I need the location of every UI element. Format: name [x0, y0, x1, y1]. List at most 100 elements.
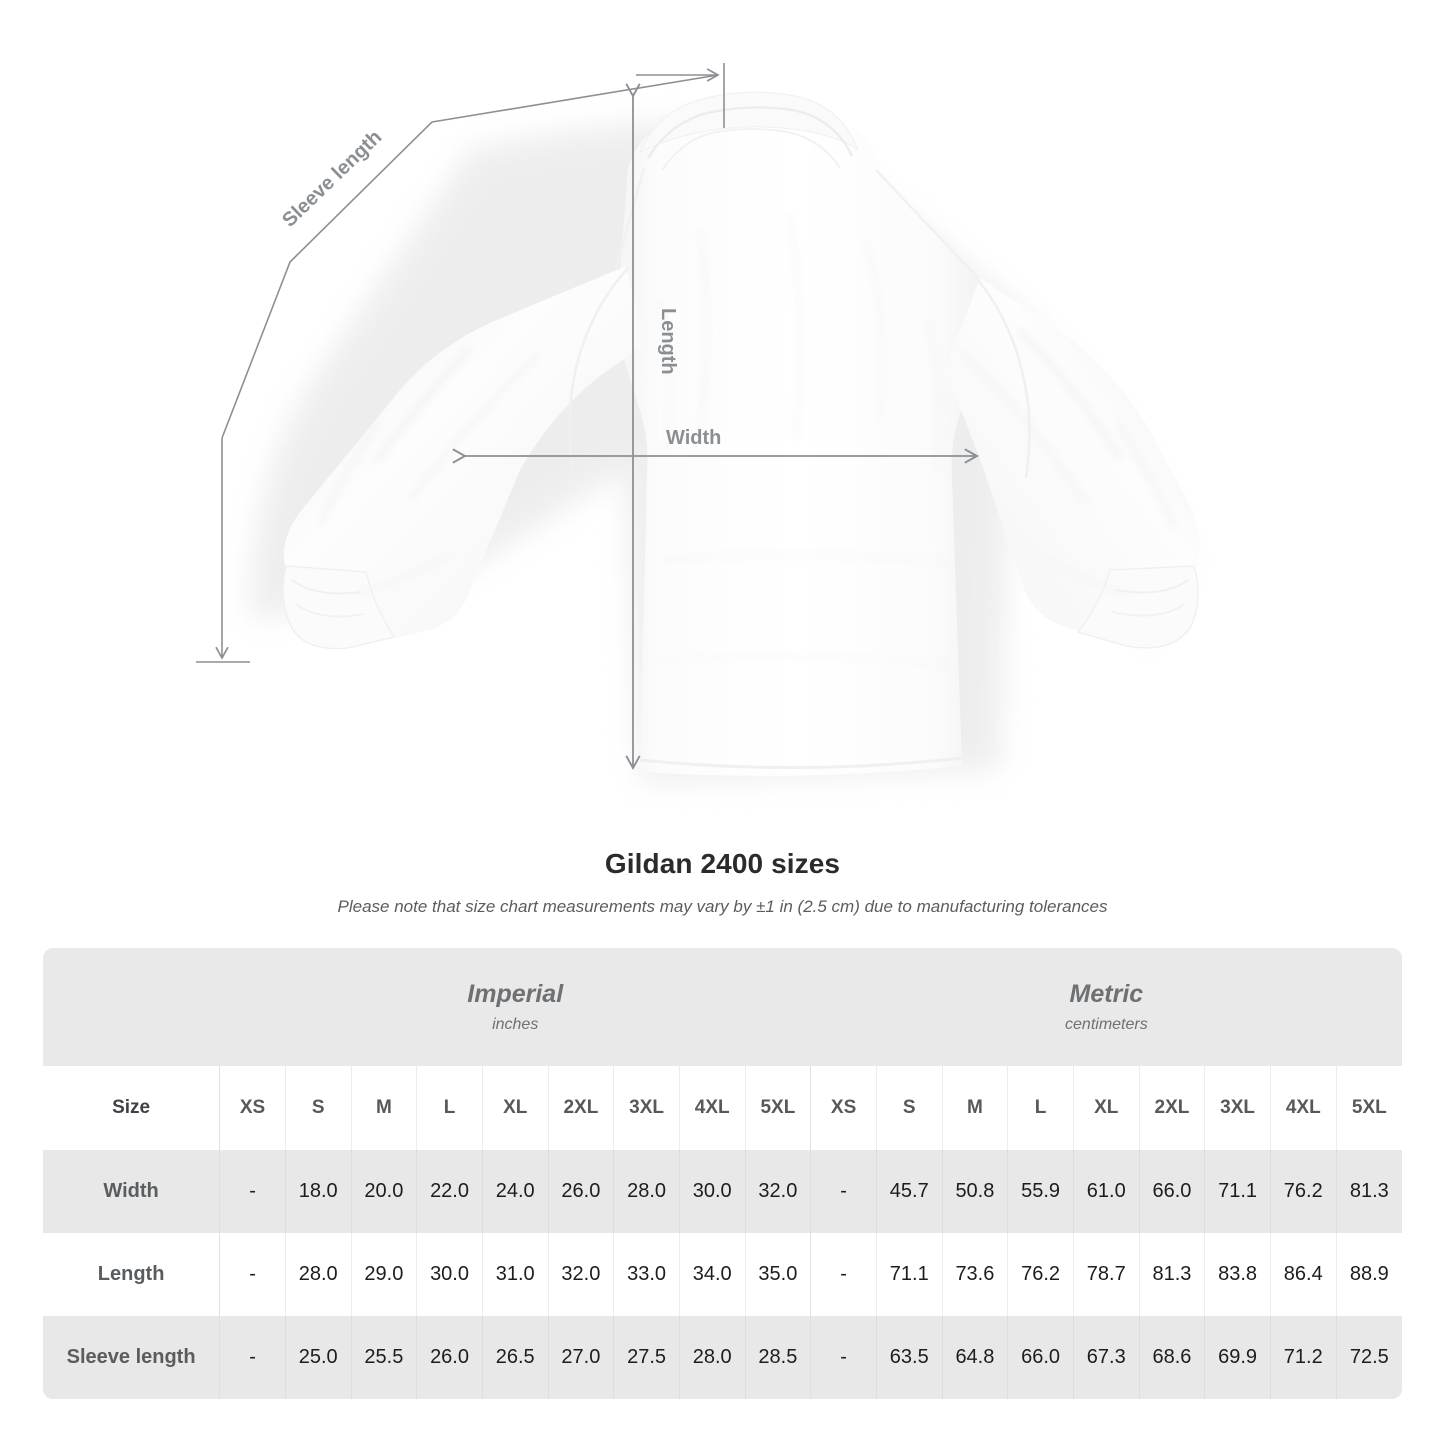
size-header-cell-xl-cm: XL	[1073, 1066, 1140, 1150]
size-header-cell-s-in: S	[285, 1066, 352, 1150]
cell-width-metric-xl: 61.0	[1073, 1150, 1140, 1233]
size-header-cell-5xl-cm: 5XL	[1336, 1066, 1402, 1150]
cell-width-metric-m: 50.8	[942, 1150, 1009, 1233]
cell-width-imperial-2xl: 26.0	[548, 1150, 615, 1233]
unit-system-sub: centimeters	[1065, 1015, 1148, 1033]
cell-length-imperial-xs: -	[219, 1233, 286, 1316]
size-header-cell-2xl-in: 2XL	[548, 1066, 615, 1150]
unit-system-name: Imperial	[467, 980, 564, 1009]
cell-width-metric-2xl: 66.0	[1139, 1150, 1206, 1233]
cell-length-imperial-3xl: 33.0	[613, 1233, 680, 1316]
cell-length-metric-xl: 78.7	[1073, 1233, 1140, 1316]
unit-system-metric: Metric centimeters	[810, 948, 1402, 1066]
cell-length-metric-4xl: 86.4	[1270, 1233, 1337, 1316]
cell-width-imperial-3xl: 28.0	[613, 1150, 680, 1233]
cell-width-metric-4xl: 76.2	[1270, 1150, 1337, 1233]
width-label: Width	[666, 427, 721, 449]
size-chart-table-wrapper: Imperial inches Metric centimeters Size XS S M L…	[43, 948, 1402, 1399]
cell-width-imperial-s: 18.0	[285, 1150, 352, 1233]
unit-system-imperial: Imperial inches	[219, 948, 811, 1066]
unit-system-name: Metric	[1069, 980, 1144, 1009]
cell-length-imperial-xl: 31.0	[482, 1233, 549, 1316]
garment-illustration: Sleeve length Length Width	[196, 63, 1200, 782]
sleeve-length-label: Sleeve length	[278, 126, 386, 231]
cell-width-metric-5xl: 81.3	[1336, 1150, 1402, 1233]
size-chart-table: Imperial inches Metric centimeters Size XS S M L…	[43, 948, 1402, 1399]
cell-sleeve-length-metric-4xl: 71.2	[1270, 1316, 1337, 1399]
row-label-width: Width	[43, 1150, 221, 1233]
cell-width-metric-xs: -	[810, 1150, 877, 1233]
sleeve-length-guide	[196, 63, 725, 663]
cell-sleeve-length-imperial-xs: -	[219, 1316, 286, 1399]
cell-sleeve-length-imperial-4xl: 28.0	[679, 1316, 746, 1399]
cell-sleeve-length-metric-xs: -	[810, 1316, 877, 1399]
size-header-cell-5xl-in: 5XL	[745, 1066, 812, 1150]
size-header-label: Size	[43, 1066, 221, 1150]
size-header-cell-xl-in: XL	[482, 1066, 549, 1150]
cell-width-metric-s: 45.7	[876, 1150, 943, 1233]
shirt-body	[607, 91, 990, 776]
cell-length-imperial-5xl: 35.0	[745, 1233, 812, 1316]
cell-width-metric-3xl: 71.1	[1204, 1150, 1271, 1233]
table-row: Length -28.0 29.0 30.0 31.0 32.0 33.0 34.0 35.0-…	[43, 1233, 1402, 1316]
cell-width-imperial-xs: -	[219, 1150, 286, 1233]
cell-sleeve-length-metric-m: 64.8	[942, 1316, 1009, 1399]
unit-system-sub: inches	[492, 1015, 539, 1033]
size-header-cell-4xl-cm: 4XL	[1270, 1066, 1337, 1150]
unit-banner-row: Imperial inches Metric centimeters	[43, 948, 1402, 1066]
cell-length-metric-l: 76.2	[1007, 1233, 1074, 1316]
size-header-cell-l-cm: L	[1007, 1066, 1074, 1150]
tolerance-note: Please note that size chart measurements…	[337, 897, 1108, 916]
cell-width-imperial-l: 22.0	[416, 1150, 483, 1233]
cell-length-metric-m: 73.6	[942, 1233, 1009, 1316]
cell-width-imperial-5xl: 32.0	[745, 1150, 812, 1233]
title-block: Gildan 2400 sizes Please note that size …	[0, 848, 1445, 917]
cell-sleeve-length-metric-xl: 67.3	[1073, 1316, 1140, 1399]
cell-width-imperial-4xl: 30.0	[679, 1150, 746, 1233]
cell-length-metric-5xl: 88.9	[1336, 1233, 1402, 1316]
cell-length-imperial-s: 28.0	[285, 1233, 352, 1316]
cell-sleeve-length-imperial-l: 26.0	[416, 1316, 483, 1399]
size-header-cell-xs-cm: XS	[810, 1066, 877, 1150]
size-header-cell-s-cm: S	[876, 1066, 943, 1150]
table-row: Width -18.0 20.0 22.0 24.0 26.0 28.0 30.0 32.0-4…	[43, 1150, 1402, 1233]
page-title: Gildan 2400 sizes	[604, 848, 841, 879]
cell-sleeve-length-imperial-s: 25.0	[285, 1316, 352, 1399]
size-header-cell-xs-in: XS	[219, 1066, 286, 1150]
cell-length-metric-xs: -	[810, 1233, 877, 1316]
table-row: Sleeve length -25.0 25.5 26.0 26.5 27.0 27.5 28…	[43, 1316, 1402, 1399]
cell-width-imperial-xl: 24.0	[482, 1150, 549, 1233]
cell-length-metric-s: 71.1	[876, 1233, 943, 1316]
cell-width-metric-l: 55.9	[1007, 1150, 1074, 1233]
size-header-cell-l-in: L	[416, 1066, 483, 1150]
cell-length-imperial-l: 30.0	[416, 1233, 483, 1316]
cell-length-imperial-4xl: 34.0	[679, 1233, 746, 1316]
cell-sleeve-length-metric-2xl: 68.6	[1139, 1316, 1206, 1399]
measurement-guides	[196, 63, 979, 770]
size-header-cell-m-cm: M	[942, 1066, 1009, 1150]
right-sleeve	[944, 278, 1200, 649]
cell-length-metric-3xl: 83.8	[1204, 1233, 1271, 1316]
length-label: Length	[657, 308, 679, 375]
cell-length-imperial-m: 29.0	[351, 1233, 418, 1316]
row-label-length: Length	[43, 1233, 221, 1316]
size-header-cell-3xl-in: 3XL	[613, 1066, 680, 1150]
unit-banner-spacer	[43, 948, 220, 1066]
cell-sleeve-length-imperial-xl: 26.5	[482, 1316, 549, 1399]
size-header-cell-4xl-in: 4XL	[679, 1066, 746, 1150]
garment-diagram-svg: Sleeve length Length Width	[196, 63, 1200, 782]
cell-sleeve-length-imperial-2xl: 27.0	[548, 1316, 615, 1399]
size-header-cell-2xl-cm: 2XL	[1139, 1066, 1206, 1150]
cell-sleeve-length-metric-s: 63.5	[876, 1316, 943, 1399]
cell-length-metric-2xl: 81.3	[1139, 1233, 1206, 1316]
cell-sleeve-length-metric-l: 66.0	[1007, 1316, 1074, 1399]
cell-sleeve-length-imperial-m: 25.5	[351, 1316, 418, 1399]
cell-length-imperial-2xl: 32.0	[548, 1233, 615, 1316]
size-header-cell-m-in: M	[351, 1066, 418, 1150]
cell-width-imperial-m: 20.0	[351, 1150, 418, 1233]
cell-sleeve-length-imperial-3xl: 27.5	[613, 1316, 680, 1399]
size-header-row: Size XS S M L XL 2XL 3XL 4XL 5XL XS S M L XL 2XL 3XL 4XL 5…	[43, 1066, 1402, 1150]
cell-sleeve-length-metric-5xl: 72.5	[1336, 1316, 1402, 1399]
row-label-sleeve-length: Sleeve length	[43, 1316, 221, 1399]
size-header-cell-3xl-cm: 3XL	[1204, 1066, 1271, 1150]
